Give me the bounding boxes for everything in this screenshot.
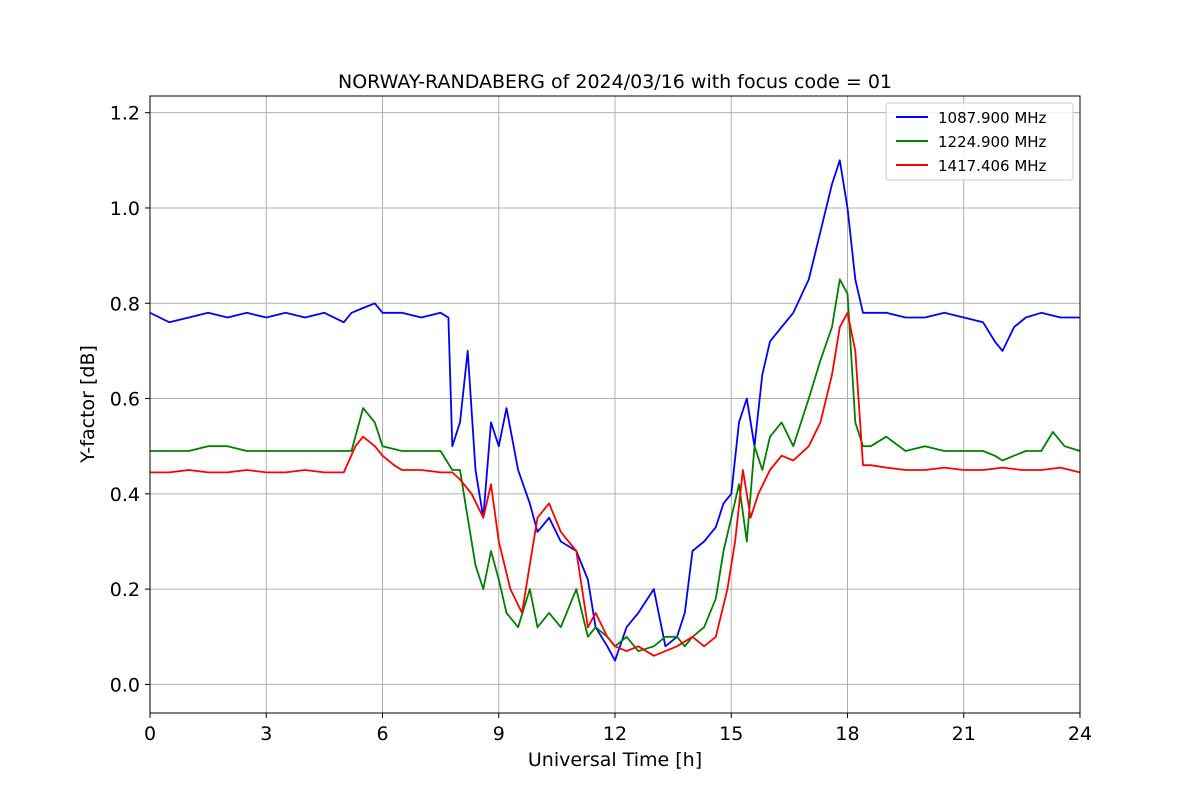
y-tick-label: 0.6: [110, 389, 140, 411]
x-tick-label: 18: [835, 723, 859, 745]
legend-label-1224: 1224.900 MHz: [938, 133, 1047, 151]
legend-label-1087: 1087.900 MHz: [938, 109, 1047, 127]
x-axis-ticks: 0 3 6 9 12 15 18 21 24: [144, 713, 1092, 745]
x-tick-label: 24: [1068, 723, 1092, 745]
series-layer: [150, 159, 1080, 662]
x-axis-label: Universal Time [h]: [528, 749, 702, 771]
y-tick-label: 0.8: [110, 293, 140, 315]
y-axis-label: Y-factor [dB]: [77, 345, 99, 464]
x-tick-label: 21: [952, 723, 976, 745]
y-tick-label: 0.0: [110, 674, 140, 696]
series-line-1087-900-mhz: [150, 159, 1080, 662]
x-tick-label: 0: [144, 723, 156, 745]
y-axis-ticks: 0.0 0.2 0.4 0.6 0.8 1.0 1.2: [110, 103, 150, 696]
y-tick-label: 1.2: [110, 103, 140, 125]
legend-label-1417: 1417.406 MHz: [938, 157, 1047, 175]
x-tick-label: 9: [493, 723, 505, 745]
x-tick-label: 3: [260, 723, 272, 745]
grid: [149, 96, 1081, 713]
series-line-1417-406-mhz: [150, 311, 1080, 657]
legend: 1087.900 MHz 1224.900 MHz 1417.406 MHz: [885, 102, 1074, 181]
x-tick-label: 15: [719, 723, 743, 745]
y-tick-label: 0.2: [110, 579, 140, 601]
series-line-1224-900-mhz: [150, 278, 1080, 652]
y-tick-label: 0.4: [110, 484, 140, 506]
x-tick-label: 6: [376, 723, 388, 745]
x-tick-label: 12: [603, 723, 627, 745]
legend-box: [885, 102, 1074, 181]
y-tick-label: 1.0: [110, 198, 140, 220]
chart-title: NORWAY-RANDABERG of 2024/03/16 with focu…: [338, 71, 892, 93]
